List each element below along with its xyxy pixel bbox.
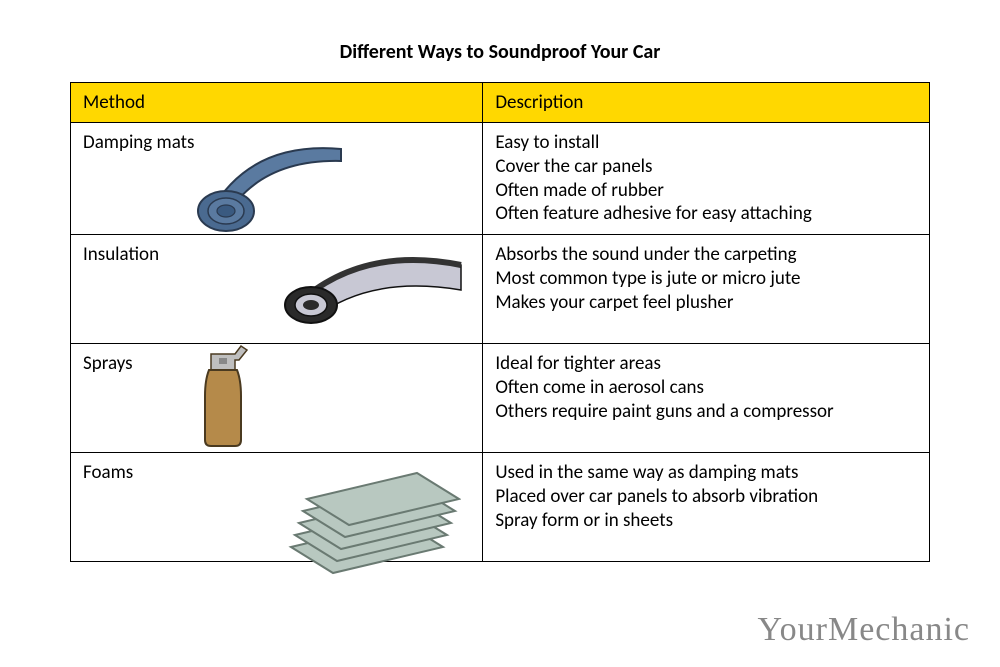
spray-bottle-icon xyxy=(191,336,261,462)
desc-cell: Used in the same way as damping mats Pla… xyxy=(483,453,930,562)
method-label: Insulation xyxy=(83,243,159,266)
brand-watermark: YourMechanic xyxy=(757,611,970,649)
desc-cell: Ideal for tighter areas Often come in ae… xyxy=(483,344,930,453)
table-row: Insulation Absorbs the sound under the c… xyxy=(71,235,930,344)
method-label: Sprays xyxy=(83,352,133,375)
page-title: Different Ways to Soundproof Your Car xyxy=(70,40,930,64)
soundproof-table: Method Description Damping mats xyxy=(70,82,930,562)
desc-cell: Absorbs the sound under the carpeting Mo… xyxy=(483,235,930,344)
foam-sheets-icon xyxy=(261,451,461,587)
rolled-mat-icon xyxy=(191,131,361,247)
insulation-roll-icon xyxy=(271,235,471,341)
method-label: Foams xyxy=(83,461,133,484)
col-description: Description xyxy=(483,83,930,123)
col-method: Method xyxy=(71,83,483,123)
table-row: Foams Use xyxy=(71,453,930,562)
method-label: Damping mats xyxy=(83,131,194,154)
table-row: Damping mats Easy to install Cover the c… xyxy=(71,123,930,235)
table-row: Sprays Ideal for tighter areas Often com… xyxy=(71,344,930,453)
desc-cell: Easy to install Cover the car panels Oft… xyxy=(483,123,930,235)
